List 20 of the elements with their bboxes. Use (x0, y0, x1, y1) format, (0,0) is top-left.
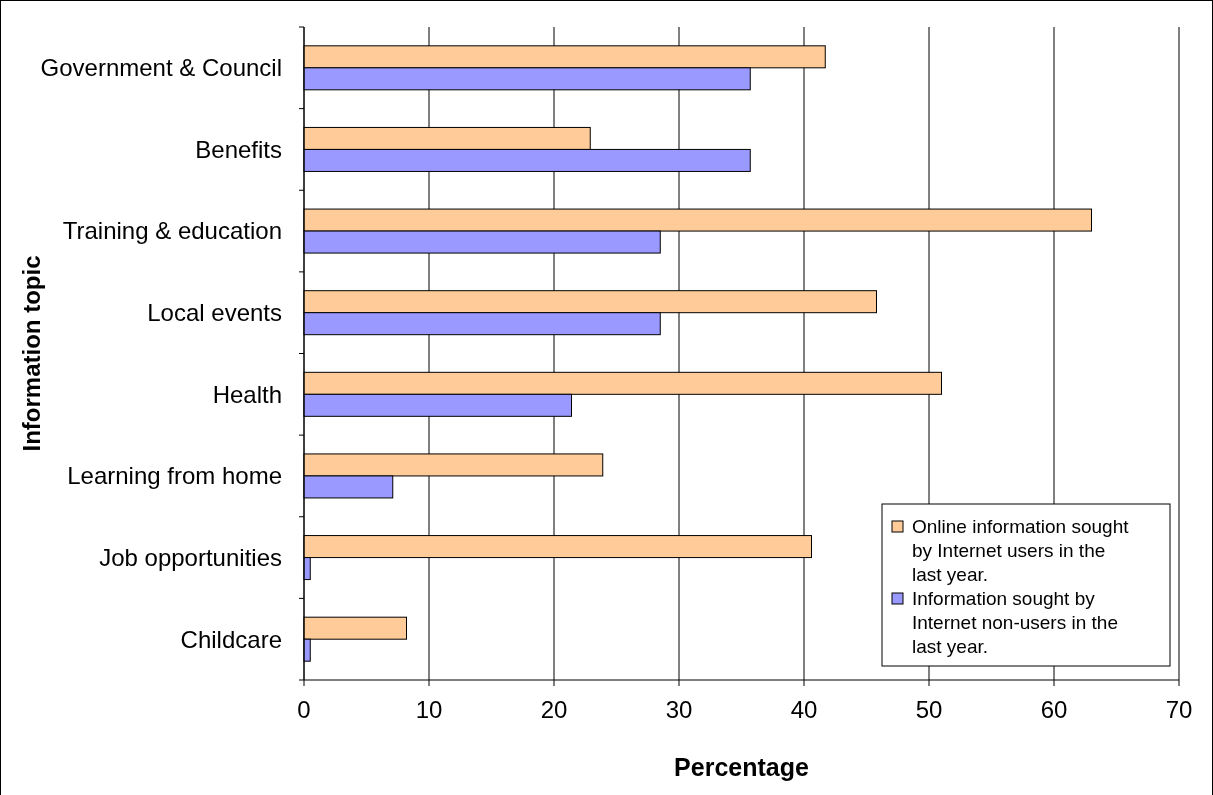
x-tick-label: 40 (790, 696, 818, 723)
x-tick-label: 10 (415, 696, 443, 723)
y-tick-label: Job opportunities (99, 543, 282, 571)
x-axis-title: Percentage (674, 753, 809, 781)
x-tick-label: 30 (665, 696, 693, 723)
x-tick-label: 60 (1040, 696, 1068, 723)
y-tick-label: Learning from home (67, 462, 282, 490)
y-tick-label: Government & Council (40, 54, 282, 82)
y-tick-label: Health (212, 380, 282, 408)
legend-label: Online information sought by Internet users in the last year. (912, 516, 1130, 585)
y-tick-label: Training & education (62, 217, 282, 245)
x-tick-label: 20 (540, 696, 568, 723)
legend-label: Information sought by Internet non-users in the last year. (912, 588, 1118, 657)
y-axis-title: Information topic (18, 255, 45, 452)
y-tick-label: Childcare (180, 625, 282, 653)
x-tick-label: 0 (297, 696, 311, 723)
x-tick-label: 50 (915, 696, 943, 723)
x-tick-label: 70 (1165, 696, 1193, 723)
y-tick-label: Local events (147, 299, 282, 327)
y-tick-label: Benefits (195, 135, 282, 163)
